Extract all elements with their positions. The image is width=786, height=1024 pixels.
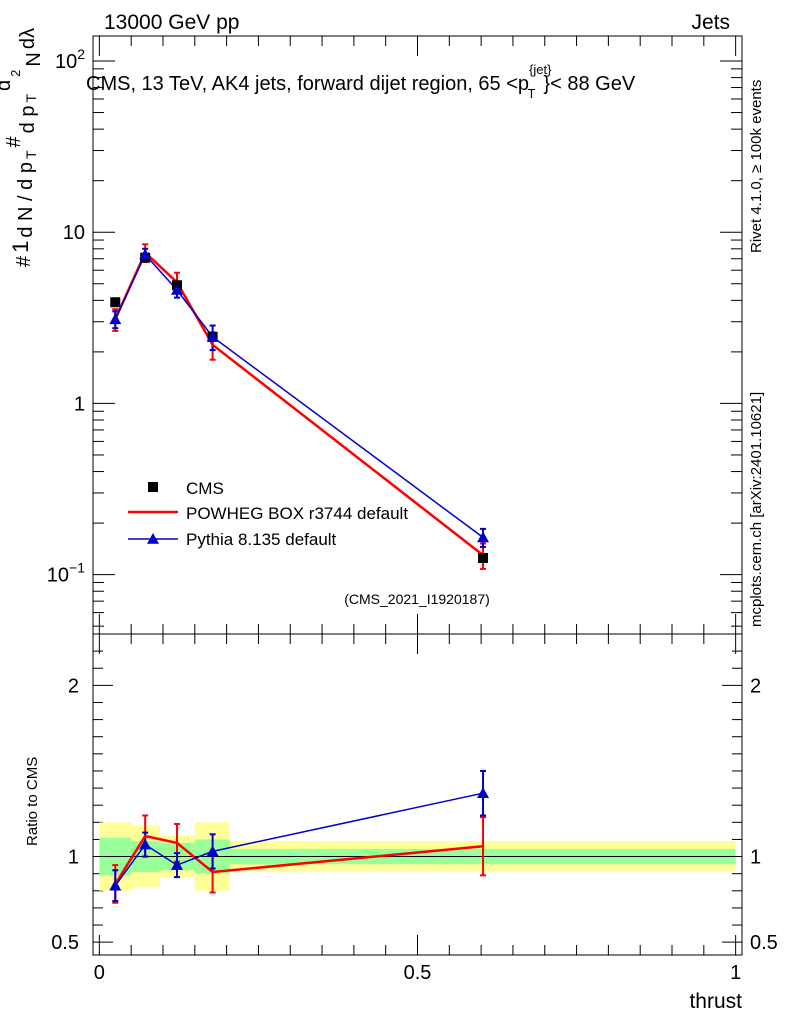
y-tick-label: 10−1 [47,560,85,587]
y-axis-label-text: #1d N / d pT#d pTd2Ndλ [0,28,45,267]
chart-title: CMS, 13 TeV, AK4 jets, forward dijet reg… [86,62,636,101]
pythia-ratio-point [477,787,490,799]
legend: CMS POWHEG BOX r3744 default Pythia 8.135 … [128,479,408,549]
ratio-y-tick-label-left: 0.5 [51,932,79,954]
legend-pythia-label: Pythia 8.135 default [186,530,337,549]
header-right: Jets [691,11,730,34]
header-left: 13000 GeV pp [104,11,239,34]
pythia-point [477,531,490,543]
labels: 13000 GeV pp Jets CMS, 13 TeV, AK4 jets, f… [0,11,765,1013]
ratio-y-tick-label-right: 0.5 [750,932,778,954]
legend-cms-marker [148,482,158,492]
pythia-point [206,330,219,342]
main-panel: 10−1 1 10 102 [47,35,743,635]
ratio-y-tick-label-left: 2 [68,675,79,697]
pythia-point [170,283,183,295]
x-tick-label: 1 [730,962,741,984]
pythia-line [114,253,484,539]
x-axis-label: thrust [689,990,742,1013]
pythia-point [139,248,152,260]
ratio-y-axis-label: Ratio to CMS [24,757,41,846]
powheg-ratio-line [114,834,484,885]
pythia-ratio-point [139,838,152,850]
x-tick-label: 0 [94,962,105,984]
ratio-y-tick-label-right: 2 [750,675,761,697]
ratio-frame [92,633,743,956]
ratio-y-tick-label-left: 1 [68,847,79,869]
y-tick-label: 1 [74,393,85,415]
legend-powheg-label: POWHEG BOX r3744 default [186,504,408,523]
ratio-panel: 0 0.5 1 0.5 0.5 1 1 2 2 [51,633,778,984]
x-tick-label: 0.5 [404,962,432,984]
side-label-top-text: Rivet 4.1.0, ≥ 100k events [748,80,765,253]
y-tick-label: 102 [55,46,85,73]
y-axis-label: #1d N / d pT#d pTd2Ndλ [0,28,45,267]
side-label-bottom: mcplots.cern.ch [arXiv:2401.10621] [748,392,765,627]
ratio-y-axis-label-text: Ratio to CMS [24,757,41,846]
side-label-bottom-text: mcplots.cern.ch [arXiv:2401.10621] [748,392,765,627]
cms-point [110,297,121,308]
pythia-ratio-point [170,859,183,870]
side-label-top: Rivet 4.1.0, ≥ 100k events [748,80,765,253]
legend-cms-label: CMS [186,479,224,498]
pythia-ratio-point [206,845,219,857]
pythia-point [109,313,122,325]
watermark: (CMS_2021_I1920187) [344,591,490,607]
legend-pythia-marker [147,533,159,544]
pythia-ratio-point [109,879,122,891]
y-tick-label: 10 [63,222,85,244]
cms-point [478,553,489,564]
ratio-y-tick-label-right: 1 [750,847,761,869]
